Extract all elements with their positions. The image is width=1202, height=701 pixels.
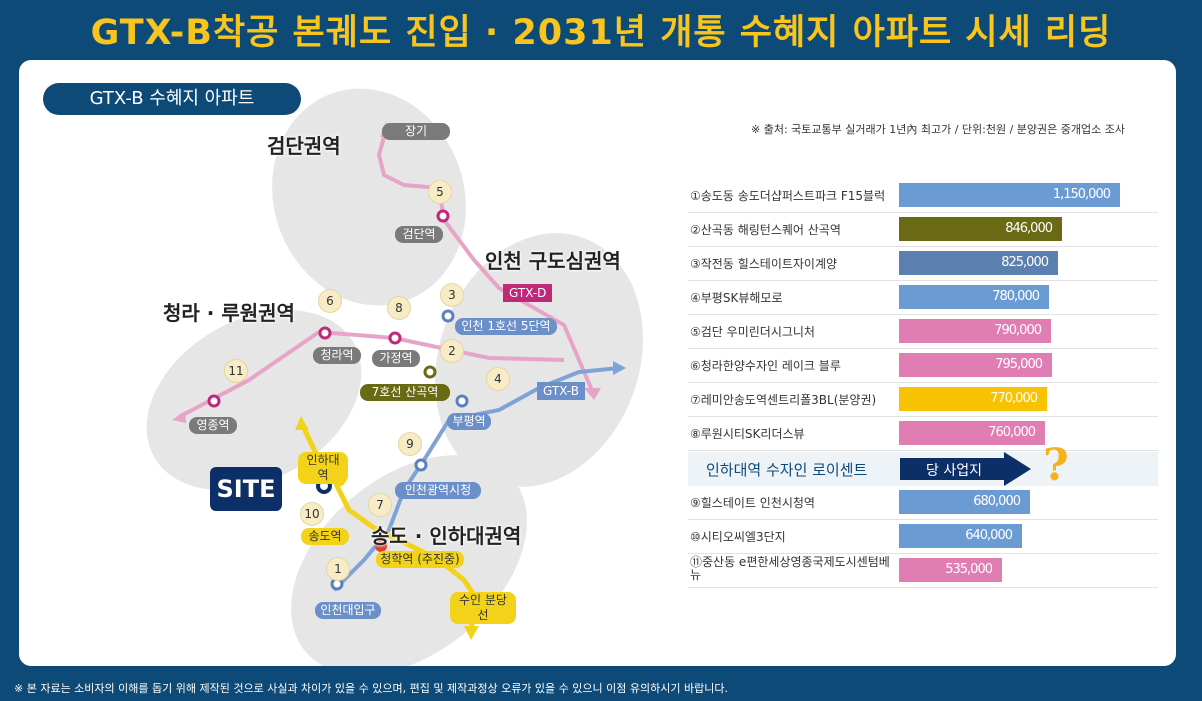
bar: 780,000 bbox=[899, 285, 1049, 309]
area-label-cheongna: 청라 · 루원권역 bbox=[163, 301, 295, 325]
row-divider bbox=[688, 587, 1158, 588]
map-pin-11: 11 bbox=[224, 359, 248, 383]
bar-category-label: ⑪중산동 e편한세상영종국제도시센텀베뉴 bbox=[690, 555, 890, 582]
row-divider bbox=[688, 382, 1158, 383]
station-label: 검단역 bbox=[395, 226, 443, 243]
bar: 770,000 bbox=[899, 387, 1047, 411]
station-label: 인하대역 bbox=[298, 452, 348, 484]
bar: 846,000 bbox=[899, 217, 1062, 241]
bar-category-label: ⑧루원시티SK리더스뷰 bbox=[690, 427, 805, 441]
bar: 795,000 bbox=[899, 353, 1052, 377]
bar-category-label: ②산곡동 해링턴스퀘어 산곡역 bbox=[690, 223, 841, 237]
bar: 825,000 bbox=[899, 251, 1058, 275]
route-map bbox=[146, 88, 643, 666]
station-label: 부평역 bbox=[447, 413, 491, 430]
bar: 760,000 bbox=[899, 421, 1045, 445]
highlight-label: 인하대역 수자인 로이센트 bbox=[706, 461, 868, 479]
bar-category-label: ⑩시티오씨엘3단지 bbox=[690, 530, 786, 544]
bar: 640,000 bbox=[899, 524, 1022, 548]
station-label: 인천 1호선 5단역 bbox=[455, 318, 557, 335]
station-label: 청학역 (추진중) bbox=[376, 551, 464, 568]
map-pin-5: 5 bbox=[428, 180, 452, 204]
station-label: 인천대입구 bbox=[315, 602, 381, 619]
site-marker: SITE bbox=[210, 467, 282, 511]
bar-category-label: ①송도동 송도더샵퍼스트파크 F15블럭 bbox=[690, 189, 886, 203]
row-divider bbox=[688, 212, 1158, 213]
station-label: 장기 bbox=[382, 123, 450, 140]
map-pin-6: 6 bbox=[318, 289, 342, 313]
line-tag-gtx-d: GTX-D bbox=[503, 284, 553, 302]
map-pin-7: 7 bbox=[368, 493, 392, 517]
bar: 680,000 bbox=[899, 490, 1030, 514]
map-pin-4: 4 bbox=[486, 367, 510, 391]
source-note: ※ 출처: 국토교통부 실거래가 1년內 최고가 / 단위:천원 / 분양권은 … bbox=[751, 123, 1125, 136]
area-label-songdo: 송도 · 인하대권역 bbox=[371, 524, 522, 548]
map-pin-9: 9 bbox=[398, 432, 422, 456]
area-label-old-downtown: 인천 구도심권역 bbox=[485, 249, 621, 273]
map-pin-10: 10 bbox=[300, 502, 324, 526]
bar: 790,000 bbox=[899, 319, 1051, 343]
station-label: 가정역 bbox=[372, 350, 420, 367]
bar-category-label: ③작전동 힐스테이트자이계양 bbox=[690, 257, 838, 271]
bar-category-label: ④부평SK뷰해모로 bbox=[690, 291, 783, 305]
arrow-label: 당 사업지 bbox=[926, 463, 982, 479]
bar-category-label: ⑥청라한양수자인 레이크 블루 bbox=[690, 359, 841, 373]
area-label-geomdan: 검단권역 bbox=[267, 134, 341, 158]
bar: 535,000 bbox=[899, 558, 1002, 582]
row-divider bbox=[688, 450, 1158, 451]
bar-category-label: ⑤검단 우미린더시그니처 bbox=[690, 325, 815, 339]
arrow-icon bbox=[900, 452, 1031, 486]
line-tag-gtx-b: GTX-B bbox=[537, 382, 585, 400]
row-divider bbox=[688, 553, 1158, 554]
map-pin-3: 3 bbox=[440, 283, 464, 307]
station-label: 수인 분당선 bbox=[450, 592, 516, 624]
station-label: 청라역 bbox=[313, 347, 361, 364]
station-label: 송도역 bbox=[301, 528, 349, 545]
question-mark-icon: ? bbox=[1043, 440, 1069, 491]
bar: 1,150,000 bbox=[899, 183, 1120, 207]
row-divider bbox=[688, 314, 1158, 315]
map-pin-2: 2 bbox=[440, 339, 464, 363]
page-title: GTX-B착공 본궤도 진입 · 2031년 개통 수혜지 아파트 시세 리딩 bbox=[90, 13, 1112, 53]
row-divider bbox=[688, 348, 1158, 349]
map-pin-8: 8 bbox=[387, 296, 411, 320]
footer-disclaimer: ※ 본 자료는 소비자의 이해를 돕기 위해 제작된 것으로 사실과 차이가 있… bbox=[14, 682, 728, 695]
station-label: 인천광역시청 bbox=[395, 482, 481, 499]
row-divider bbox=[688, 280, 1158, 281]
station-label: 7호선 산곡역 bbox=[360, 384, 450, 401]
map-pin-1: 1 bbox=[326, 557, 350, 581]
row-divider bbox=[688, 519, 1158, 520]
station-label: 영종역 bbox=[189, 417, 237, 434]
row-divider bbox=[688, 416, 1158, 417]
badge-gtx-b: GTX-B 수혜지 아파트 bbox=[43, 83, 301, 115]
bar-category-label: ⑦레미안송도역센트리폴3BL(분양권) bbox=[690, 393, 877, 407]
bar-category-label: ⑨힐스테이트 인천시청역 bbox=[690, 496, 815, 510]
row-divider bbox=[688, 246, 1158, 247]
